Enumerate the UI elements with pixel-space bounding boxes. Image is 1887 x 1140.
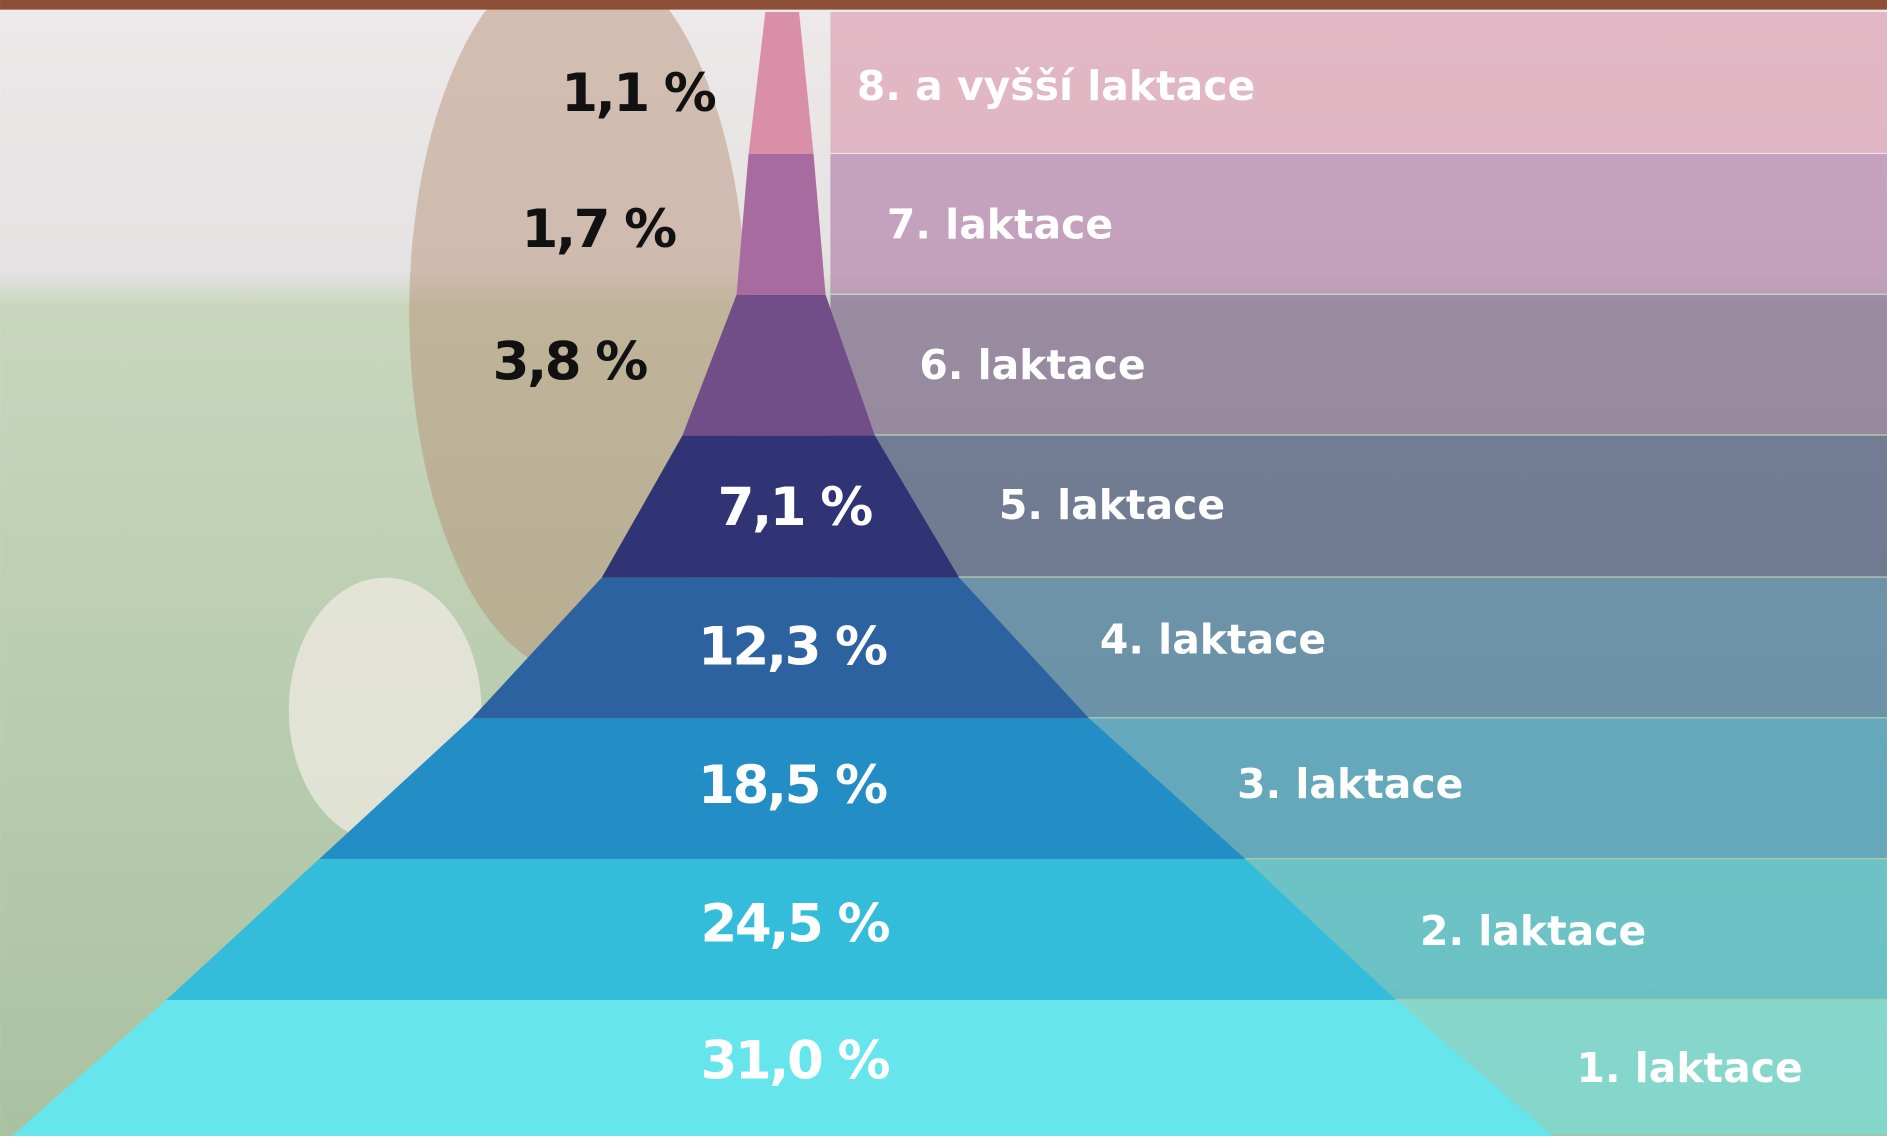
category-label: 4. laktace [1100, 616, 1326, 664]
pyramid-band [318, 718, 1246, 860]
pyramid-band [748, 12, 814, 155]
value-label: 31,0 % [700, 1030, 889, 1091]
category-label: 6. laktace [919, 341, 1145, 389]
value-label: 1,7 % [522, 199, 677, 260]
pyramid-band [601, 435, 960, 578]
category-label: 7. laktace [887, 200, 1113, 248]
pyramid-band [471, 577, 1090, 719]
value-label: 7,1 % [718, 477, 873, 538]
pyramid-band [12, 1000, 1553, 1136]
value-label: 24,5 % [700, 893, 889, 954]
category-label: 1. laktace [1576, 1044, 1802, 1092]
pyramid-band [736, 154, 826, 295]
pyramid-band [682, 294, 875, 436]
row-stripe [830, 294, 1887, 435]
category-label: 3. laktace [1237, 760, 1463, 808]
value-label: 12,3 % [698, 616, 887, 677]
category-label: 5. laktace [999, 481, 1225, 529]
value-label: 18,5 % [698, 755, 887, 816]
category-label: 8. a vyšší laktace [857, 62, 1255, 110]
row-stripe [830, 435, 1887, 577]
pyramid-band [166, 859, 1396, 1001]
value-label: 1,1 % [561, 63, 716, 124]
value-label: 3,8 % [493, 331, 648, 392]
row-stripe [830, 12, 1887, 153]
row-stripe [830, 154, 1887, 294]
category-label: 2. laktace [1420, 907, 1646, 955]
top-bar [0, 0, 1887, 10]
